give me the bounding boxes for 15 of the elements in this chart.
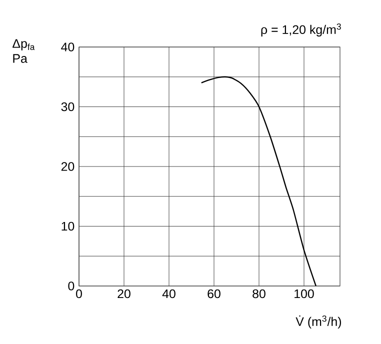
x-axis-title: V̇ (m$^{3}$/h) [296,315,342,329]
y-tick-label: 40 [61,42,74,52]
y-tick-label: 0 [68,282,74,290]
x-tick-label: 60 [208,289,220,298]
x-tick-label: 40 [162,289,176,298]
x-tick-label: 20 [118,289,130,298]
y-tick-label: 10 [62,222,74,231]
x-tick-label: 100 [294,289,314,298]
y-tick-label: 20 [61,162,74,171]
line-series [200,76,317,286]
y-axis-title: Δp$_{fa}$ Pa [12,39,35,63]
x-tick-label: 80 [252,289,266,298]
y-tick-label: 30 [61,102,74,112]
chart-title: ρ = 1,20 kg/m$^{3}$ [261,23,341,36]
x-tick-label: 0 [76,289,82,298]
